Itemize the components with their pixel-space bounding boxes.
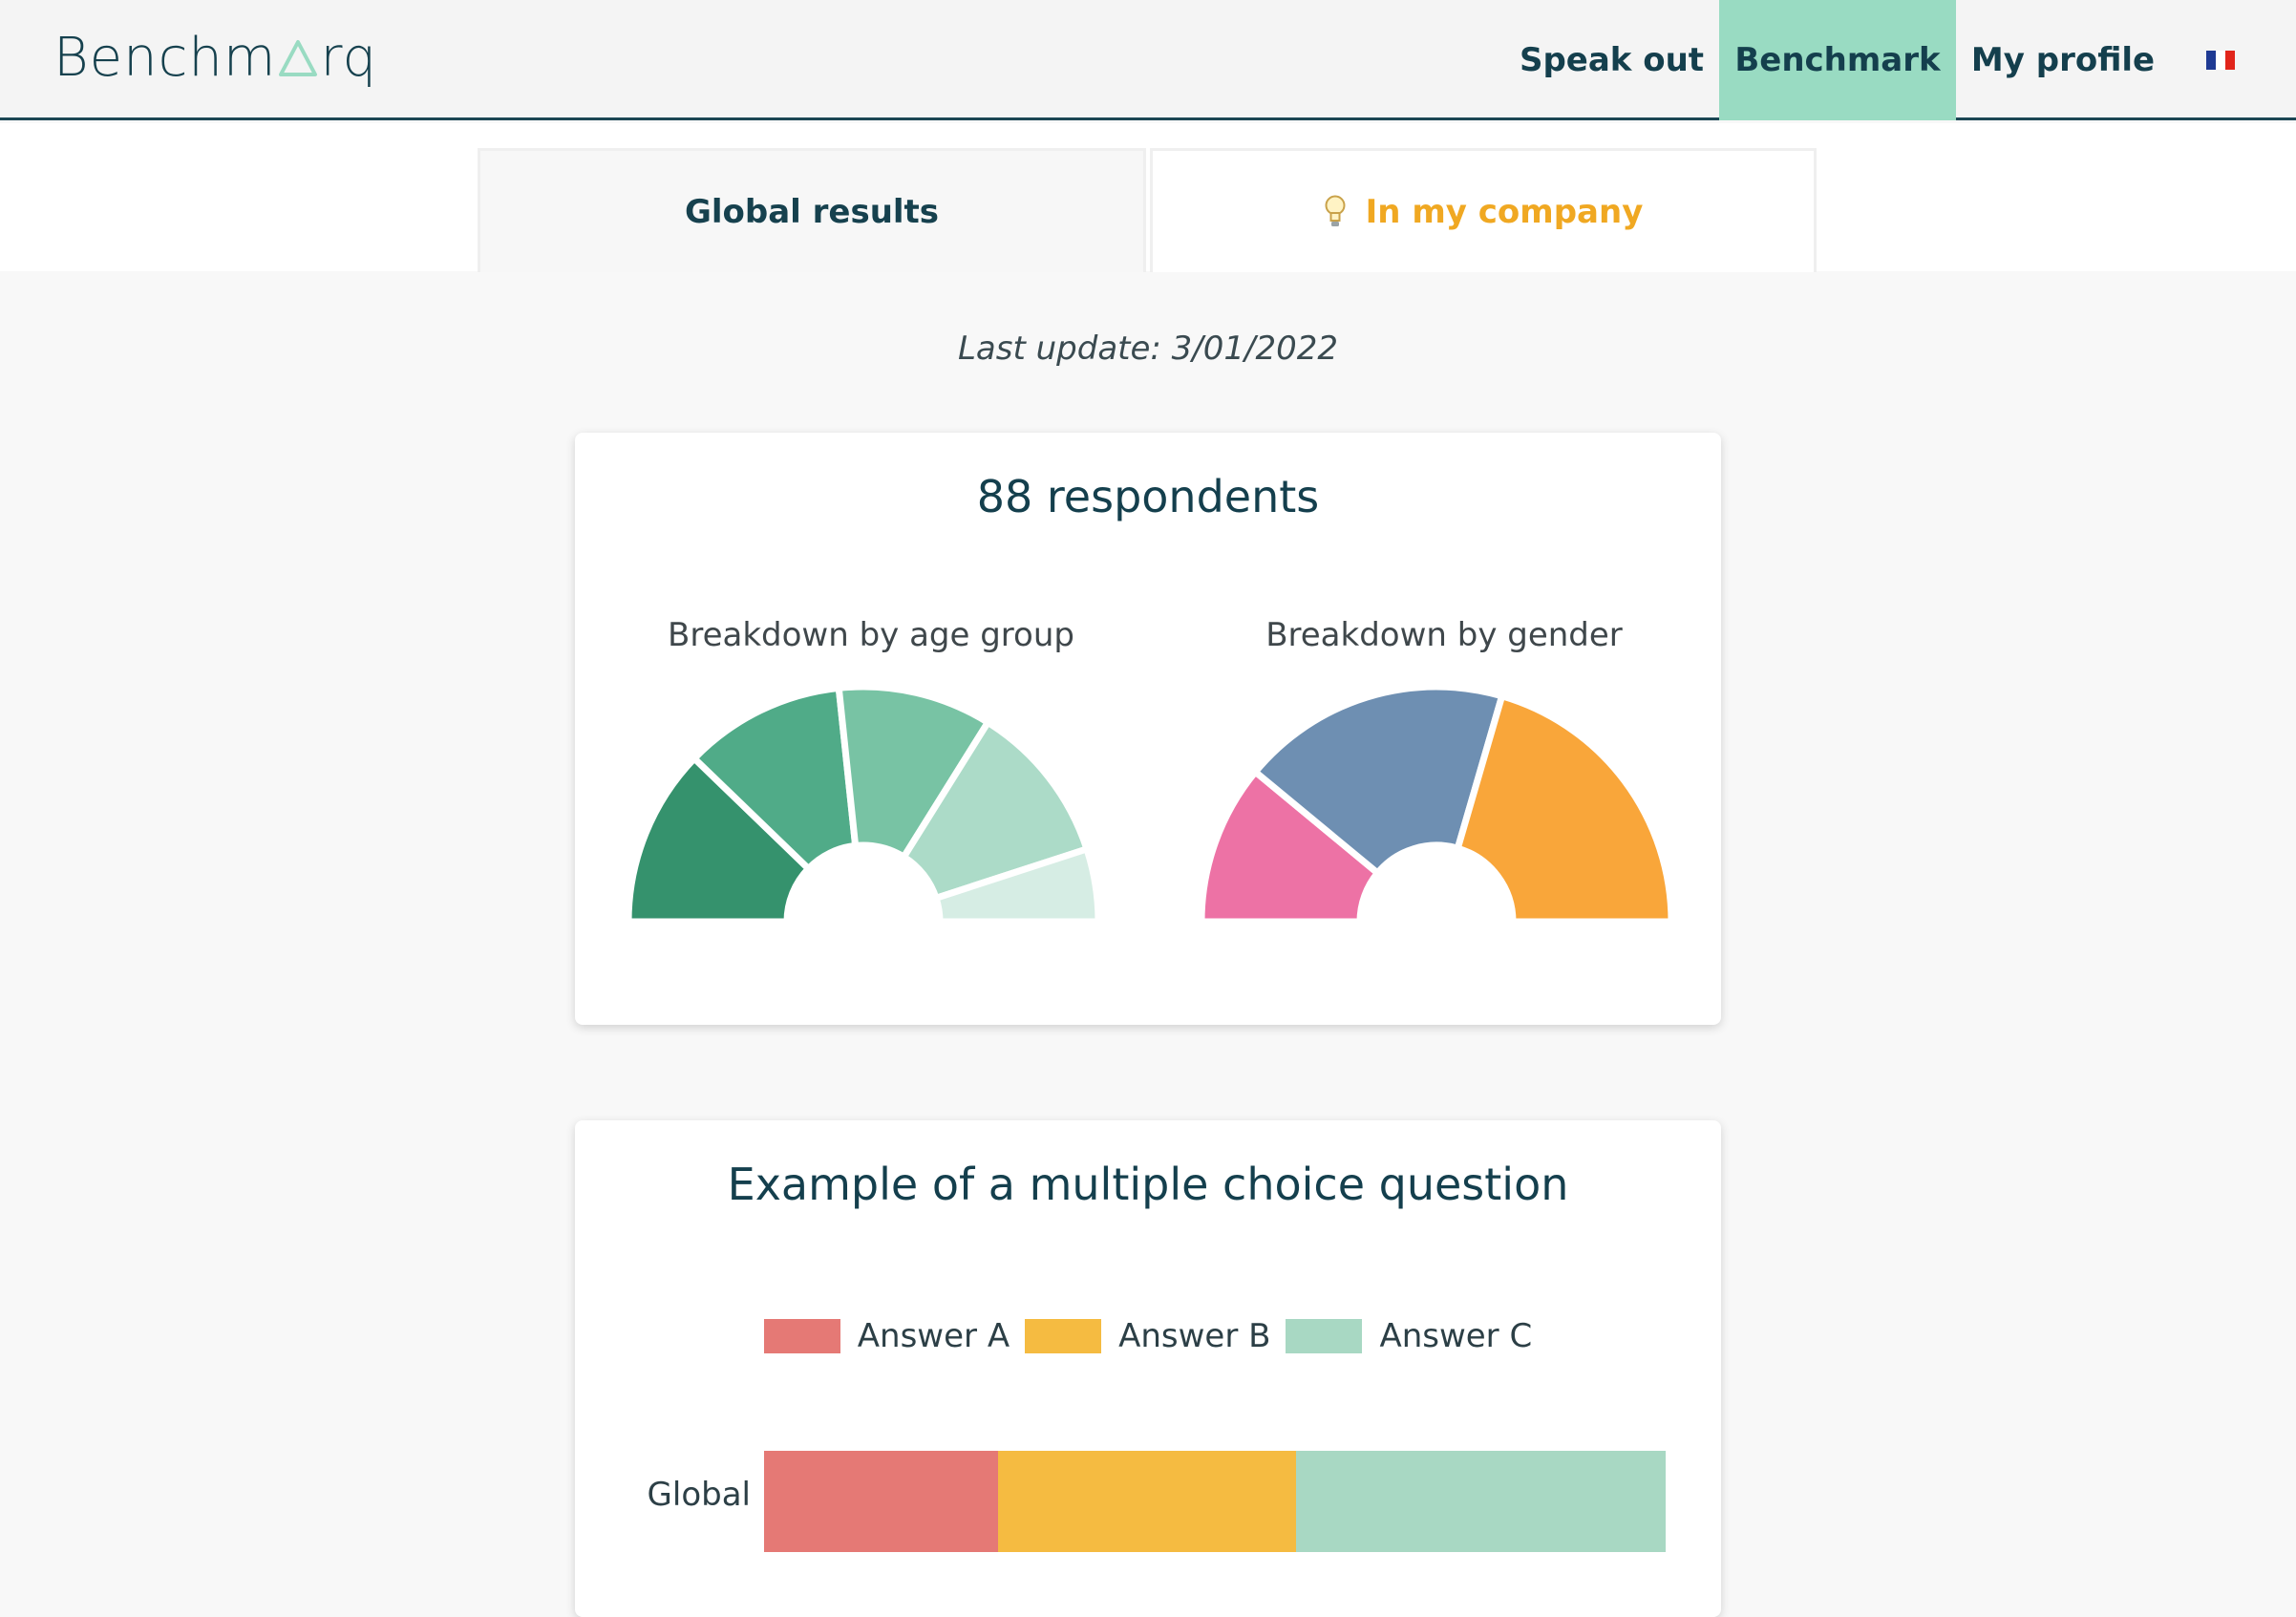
bar-segment-3[interactable] bbox=[1295, 1451, 1666, 1552]
nav-my-profile[interactable]: My profile bbox=[1970, 41, 2156, 79]
tab-global-results[interactable]: Global results bbox=[478, 148, 1146, 272]
legend-swatch bbox=[1025, 1319, 1102, 1353]
age-breakdown-title: Breakdown by age group bbox=[668, 616, 1074, 654]
bar-segment-2[interactable] bbox=[998, 1451, 1296, 1552]
legend-label: Answer B bbox=[1118, 1317, 1271, 1355]
logo-text-end: rq bbox=[320, 27, 378, 89]
multiple-choice-title: Example of a multiple choice question bbox=[727, 1159, 1569, 1210]
bar-category-label: Global bbox=[647, 1476, 751, 1514]
stacked-bar bbox=[764, 1451, 1666, 1552]
tab-in-my-company[interactable]: In my company bbox=[1150, 148, 1817, 272]
results-tabs: Global results In my company bbox=[0, 123, 2296, 272]
lightbulb-icon bbox=[1324, 195, 1347, 229]
logo-triangle-icon bbox=[279, 39, 318, 76]
legend-swatch bbox=[1286, 1319, 1363, 1353]
last-update-text: Last update: 3/01/2022 bbox=[957, 330, 1339, 368]
gender-breakdown-title: Breakdown by gender bbox=[1265, 616, 1623, 654]
age-group-slice-2 bbox=[691, 687, 860, 872]
chart-legend: Answer A Answer B Answer C bbox=[575, 1317, 1721, 1355]
top-nav-bar: Benchm rq Speak out Benchmark My profile bbox=[0, 0, 2296, 120]
legend-item-3[interactable]: Answer C bbox=[1286, 1317, 1532, 1355]
bar-segment-1[interactable] bbox=[764, 1451, 999, 1552]
age-group-slice-4 bbox=[900, 718, 1091, 902]
legend-item-2[interactable]: Answer B bbox=[1025, 1317, 1270, 1355]
gender-half-donut-chart bbox=[1198, 687, 1675, 926]
language-switch[interactable] bbox=[2193, 0, 2248, 120]
tab-in-my-company-label: In my company bbox=[1365, 192, 1644, 231]
age-group-slice-1 bbox=[625, 755, 812, 926]
logo-text-start: Benchm bbox=[53, 27, 277, 89]
legend-label: Answer C bbox=[1379, 1317, 1533, 1355]
multiple-choice-card: Example of a multiple choice question An… bbox=[575, 1120, 1721, 1617]
age-group-slice-5 bbox=[932, 845, 1102, 926]
age-group-half-donut-chart bbox=[625, 687, 1102, 926]
gender-slice-2 bbox=[1251, 687, 1506, 877]
respondents-card: 88 respondents Breakdown by age group Br… bbox=[575, 433, 1721, 1025]
legend-item-1[interactable]: Answer A bbox=[763, 1317, 1010, 1355]
nav-benchmark[interactable]: Benchmark bbox=[1719, 0, 1956, 120]
legend-swatch bbox=[763, 1319, 840, 1353]
respondents-title: 88 respondents bbox=[976, 471, 1320, 522]
legend-label: Answer A bbox=[857, 1317, 1010, 1355]
benchmarq-logo[interactable]: Benchm rq bbox=[53, 27, 377, 89]
nav-speak-out[interactable]: Speak out bbox=[1519, 41, 1705, 79]
age-group-slice-3 bbox=[835, 687, 991, 861]
gender-slice-3 bbox=[1454, 692, 1675, 926]
gender-slice-1 bbox=[1198, 768, 1381, 926]
flag-fr-icon bbox=[2206, 51, 2235, 70]
